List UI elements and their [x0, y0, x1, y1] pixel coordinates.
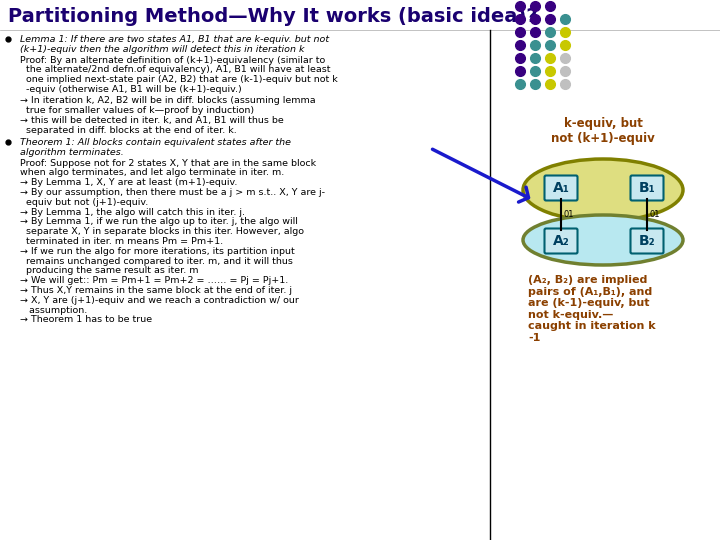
- Text: Proof: Suppose not for 2 states X, Y that are in the same block: Proof: Suppose not for 2 states X, Y tha…: [20, 159, 316, 167]
- Text: -equiv (otherwise A1, B1 will be (k+1)-equiv.): -equiv (otherwise A1, B1 will be (k+1)-e…: [20, 85, 242, 94]
- FancyBboxPatch shape: [631, 176, 664, 200]
- Text: k-equiv, but
not (k+1)-equiv: k-equiv, but not (k+1)-equiv: [551, 117, 655, 145]
- Ellipse shape: [523, 159, 683, 221]
- Text: → By our assumption, then there must be a j > m s.t.. X, Y are j-: → By our assumption, then there must be …: [20, 188, 325, 197]
- Text: → In iteration k, A2, B2 will be in diff. blocks (assuming lemma: → In iteration k, A2, B2 will be in diff…: [20, 96, 315, 105]
- Text: the alternate/2nd defn.of equivalency), A1, B1 will have at least: the alternate/2nd defn.of equivalency), …: [20, 65, 330, 75]
- Text: → We will get:: Pm = Pm+1 = Pm+2 = …… = Pj = Pj+1.: → We will get:: Pm = Pm+1 = Pm+2 = …… = …: [20, 276, 288, 285]
- Text: A₂: A₂: [553, 234, 570, 248]
- Text: producing the same result as iter. m: producing the same result as iter. m: [20, 266, 199, 275]
- Text: one implied next-state pair (A2, B2) that are (k-1)-equiv but not k: one implied next-state pair (A2, B2) tha…: [20, 75, 338, 84]
- Text: equiv but not (j+1)-equiv.: equiv but not (j+1)-equiv.: [20, 198, 148, 207]
- Text: Proof: By an alternate definition of (k+1)-equivalency (similar to: Proof: By an alternate definition of (k+…: [20, 56, 325, 65]
- Text: Partitioning Method—Why It works (basic idea)?: Partitioning Method—Why It works (basic …: [8, 6, 538, 25]
- Text: B₁: B₁: [639, 181, 655, 195]
- Text: → Theorem 1 has to be true: → Theorem 1 has to be true: [20, 315, 152, 325]
- Text: assumption.: assumption.: [20, 306, 87, 315]
- Text: Lemma 1: If there are two states A1, B1 that are k-equiv. but not: Lemma 1: If there are two states A1, B1 …: [20, 35, 329, 44]
- Text: B₂: B₂: [639, 234, 655, 248]
- Text: when algo terminates, and let algo terminate in iter. m.: when algo terminates, and let algo termi…: [20, 168, 284, 178]
- Text: terminated in iter. m means Pm = Pm+1.: terminated in iter. m means Pm = Pm+1.: [20, 237, 223, 246]
- Text: true for smaller values of k—proof by induction): true for smaller values of k—proof by in…: [20, 106, 254, 114]
- Text: (A₂, B₂) are implied
pairs of (A₁,B₁), and
are (k-1)-equiv, but
not k-equiv.—
ca: (A₂, B₂) are implied pairs of (A₁,B₁), a…: [528, 275, 656, 343]
- FancyBboxPatch shape: [544, 176, 577, 200]
- Text: → If we run the algo for more iterations, its partition input: → If we run the algo for more iterations…: [20, 247, 294, 256]
- Text: → By Lemma 1, X, Y are at least (m+1)-equiv.: → By Lemma 1, X, Y are at least (m+1)-eq…: [20, 178, 238, 187]
- Text: → By Lemma 1, the algo will catch this in iter. j.: → By Lemma 1, the algo will catch this i…: [20, 207, 245, 217]
- Text: separated in diff. blocks at the end of iter. k.: separated in diff. blocks at the end of …: [20, 126, 237, 135]
- FancyBboxPatch shape: [631, 228, 664, 253]
- Text: 01: 01: [650, 210, 660, 219]
- Text: → X, Y are (j+1)-equiv and we reach a contradiction w/ our: → X, Y are (j+1)-equiv and we reach a co…: [20, 296, 299, 305]
- Text: algorithm terminates.: algorithm terminates.: [20, 148, 124, 157]
- Text: → this will be detected in iter. k, and A1, B1 will thus be: → this will be detected in iter. k, and …: [20, 117, 284, 125]
- Text: separate X, Y in separate blocks in this iter. However, algo: separate X, Y in separate blocks in this…: [20, 227, 304, 236]
- Text: Theorem 1: All blocks contain equivalent states after the: Theorem 1: All blocks contain equivalent…: [20, 138, 291, 147]
- Text: remains unchanged compared to iter. m, and it will thus: remains unchanged compared to iter. m, a…: [20, 256, 293, 266]
- Text: A₁: A₁: [552, 181, 570, 195]
- Ellipse shape: [523, 215, 683, 265]
- FancyBboxPatch shape: [544, 228, 577, 253]
- Text: → By Lemma 1, if we run the algo up to iter. j, the algo will: → By Lemma 1, if we run the algo up to i…: [20, 218, 298, 226]
- Text: → Thus X,Y remains in the same block at the end of iter. j: → Thus X,Y remains in the same block at …: [20, 286, 292, 295]
- Text: (k+1)-equiv then the algorithm will detect this in iteration k: (k+1)-equiv then the algorithm will dete…: [20, 45, 305, 54]
- Text: 01: 01: [564, 210, 575, 219]
